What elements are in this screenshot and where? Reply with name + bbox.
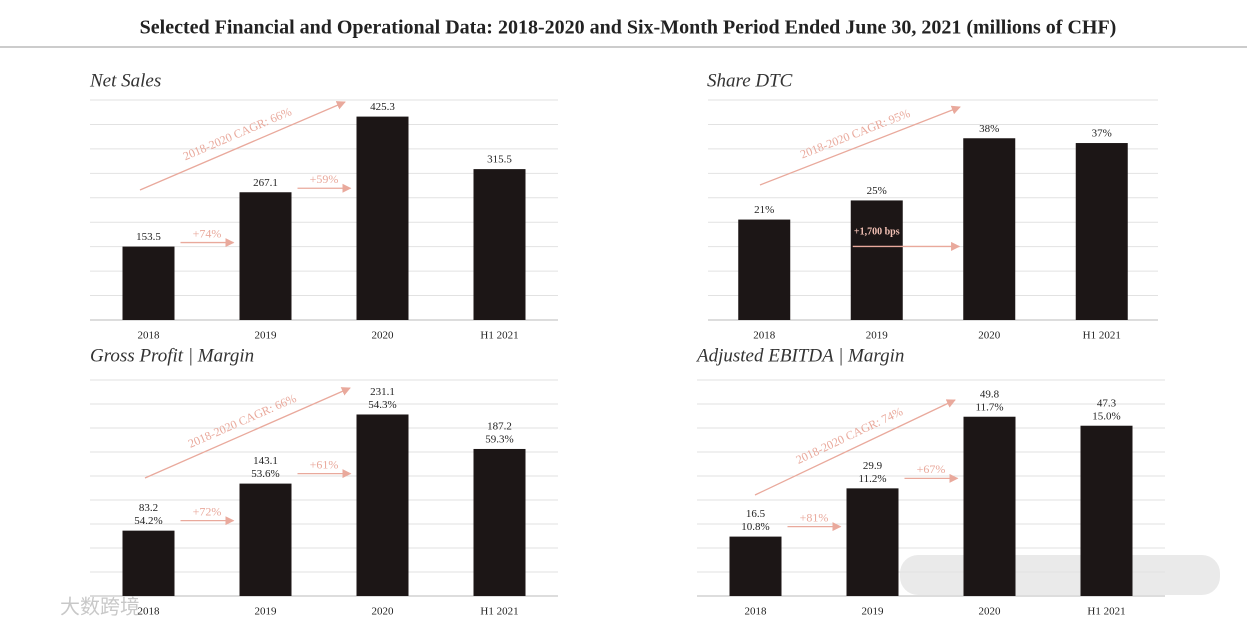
bar xyxy=(122,530,175,596)
x-tick-label: 2018 xyxy=(745,606,768,618)
margin-label: 59.3% xyxy=(485,433,513,445)
value-label: 143.1 xyxy=(253,455,278,467)
x-tick-label: 2019 xyxy=(862,606,885,618)
x-tick-label: 2020 xyxy=(979,606,1002,618)
x-tick-label: H1 2021 xyxy=(1087,606,1125,618)
x-tick-label: H1 2021 xyxy=(1083,330,1121,342)
subchart: Share DTC 2018 21% 2019 25% 2020 38% H1 2021 37%… xyxy=(707,70,1158,342)
margin-label: 10.8% xyxy=(741,521,769,533)
watermark: 大数跨境 xyxy=(60,595,140,619)
bar xyxy=(963,138,1016,320)
bar xyxy=(1075,143,1128,320)
bar xyxy=(963,416,1016,596)
margin-label: 11.7% xyxy=(975,401,1003,413)
subchart-title: Net Sales xyxy=(89,70,161,91)
subchart-title: Adjusted EBITDA | Margin xyxy=(695,345,904,366)
value-label: 47.3 xyxy=(1097,397,1117,409)
x-tick-label: H1 2021 xyxy=(480,606,518,618)
value-label: 49.8 xyxy=(980,388,1000,400)
page-title: Selected Financial and Operational Data:… xyxy=(140,17,1117,39)
x-tick-label: 2019 xyxy=(866,330,889,342)
value-label: 231.1 xyxy=(370,386,395,398)
growth-label: +72% xyxy=(193,504,222,518)
value-label: 37% xyxy=(1092,128,1112,140)
cagr-arrow xyxy=(144,387,351,479)
x-tick-label: 2020 xyxy=(372,330,395,342)
cagr-arrow xyxy=(139,101,346,191)
cagr-label: 2018-2020 CAGR: 95% xyxy=(798,106,912,161)
value-label: 425.3 xyxy=(370,101,395,113)
cagr-label: 2018-2020 CAGR: 74% xyxy=(794,404,905,467)
growth-label: +81% xyxy=(800,510,829,524)
subchart-title: Gross Profit | Margin xyxy=(90,345,254,366)
margin-label: 53.6% xyxy=(251,468,279,480)
bar xyxy=(239,483,292,596)
bar xyxy=(846,488,899,596)
value-label: 315.5 xyxy=(487,154,512,166)
bar xyxy=(473,448,526,596)
value-label: 267.1 xyxy=(253,177,278,189)
value-label: 38% xyxy=(979,123,999,135)
x-tick-label: 2019 xyxy=(255,330,278,342)
growth-label: +1,700 bps xyxy=(854,227,900,238)
x-tick-label: 2018 xyxy=(138,606,161,618)
cagr-arrow xyxy=(759,105,961,186)
margin-label: 54.3% xyxy=(368,399,396,411)
growth-label: +74% xyxy=(193,226,222,240)
bar xyxy=(1080,425,1133,596)
x-tick-label: 2020 xyxy=(372,606,395,618)
margin-label: 15.0% xyxy=(1092,410,1120,422)
x-tick-label: 2020 xyxy=(978,330,1001,342)
bar xyxy=(850,200,903,320)
value-label: 25% xyxy=(867,185,887,197)
margin-label: 11.2% xyxy=(858,473,886,485)
margin-label: 54.2% xyxy=(134,515,162,527)
bar xyxy=(356,414,409,596)
value-label: 16.5 xyxy=(746,508,766,520)
value-label: 153.5 xyxy=(136,231,161,243)
growth-label: +67% xyxy=(917,462,946,476)
x-tick-label: 2019 xyxy=(255,606,278,618)
bar xyxy=(729,536,782,596)
x-tick-label: 2018 xyxy=(753,330,776,342)
cagr-arrow xyxy=(754,399,956,496)
subchart: Gross Profit | Margin 2018 83.254.2% 2019 14… xyxy=(90,345,558,618)
bar xyxy=(473,169,526,320)
subchart: Net Sales 2018 153.5 2019 267.1 2020 425.3 H1 2… xyxy=(89,70,558,342)
value-label: 29.9 xyxy=(863,460,883,472)
growth-label: +61% xyxy=(310,457,339,471)
blur-region xyxy=(900,555,1220,595)
value-label: 21% xyxy=(754,204,774,216)
subchart-title: Share DTC xyxy=(707,70,793,91)
bar xyxy=(356,116,409,321)
growth-label: +59% xyxy=(310,172,339,186)
x-tick-label: 2018 xyxy=(138,330,161,342)
x-tick-label: H1 2021 xyxy=(480,330,518,342)
bar xyxy=(738,219,791,320)
value-label: 187.2 xyxy=(487,420,512,432)
cagr-label: 2018-2020 CAGR: 66% xyxy=(186,391,298,451)
bar xyxy=(122,246,175,320)
cagr-label: 2018-2020 CAGR: 66% xyxy=(181,104,294,163)
value-label: 83.2 xyxy=(139,502,158,514)
bar xyxy=(239,192,292,320)
